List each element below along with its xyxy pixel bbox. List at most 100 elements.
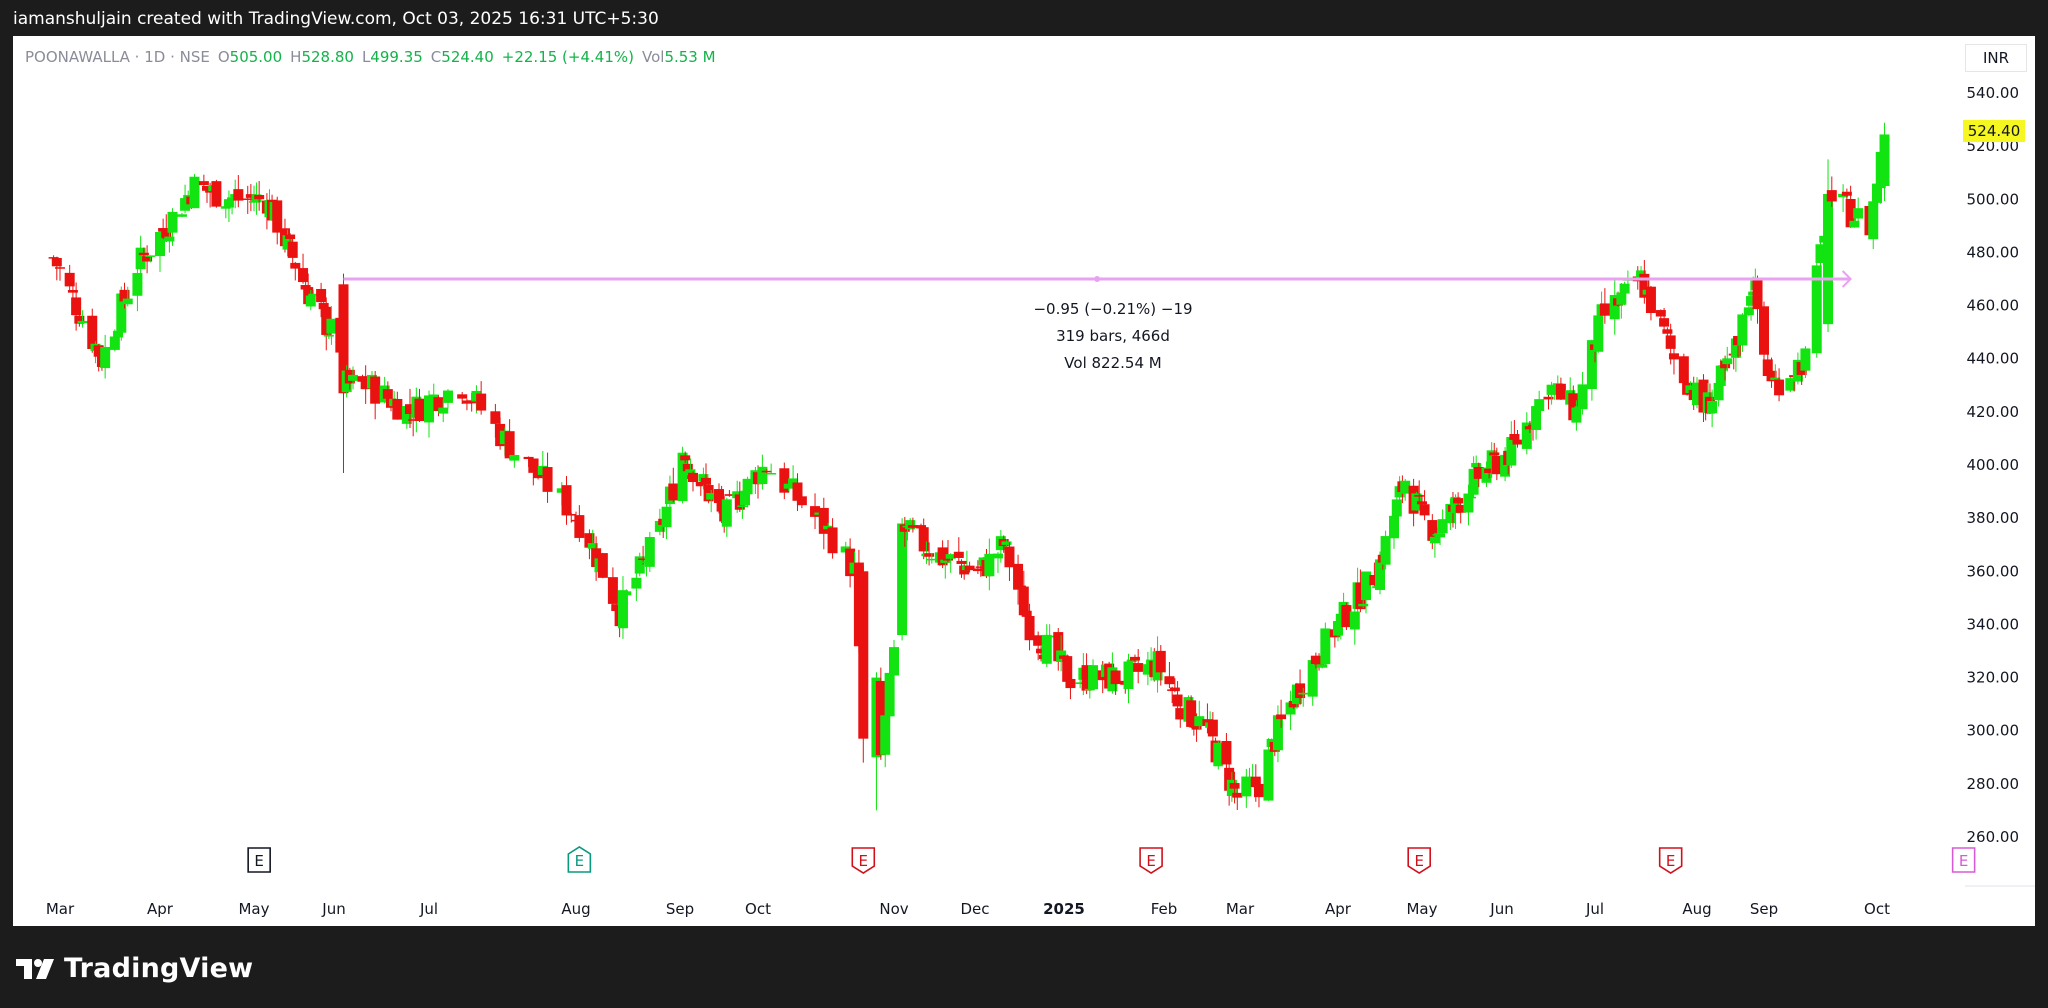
candle-body[interactable] <box>428 394 439 400</box>
candle-body[interactable] <box>1800 348 1811 371</box>
candle-body[interactable] <box>433 397 444 412</box>
candle-body[interactable] <box>1509 433 1520 440</box>
candle-body[interactable] <box>1685 385 1696 393</box>
candle-body[interactable] <box>1543 396 1554 400</box>
candle-body[interactable] <box>584 533 595 548</box>
candle-body[interactable] <box>1241 776 1252 797</box>
candle-body[interactable] <box>1512 439 1523 445</box>
candle-body[interactable] <box>509 454 520 461</box>
candle-body[interactable] <box>668 483 679 501</box>
candle-body[interactable] <box>48 257 59 259</box>
candle-body[interactable] <box>1036 648 1047 654</box>
candle-body[interactable] <box>282 235 293 250</box>
candle-body[interactable] <box>682 463 693 472</box>
candle-body[interactable] <box>1142 664 1153 675</box>
candle-body[interactable] <box>1450 496 1461 514</box>
candle-body[interactable] <box>1411 493 1422 511</box>
candle-body[interactable] <box>924 553 935 557</box>
candlestick-chart[interactable]: 260.00 280.00 300.00 320.00 340.00 360.00 380.… <box>13 36 2035 926</box>
candle-body[interactable] <box>561 485 572 516</box>
earnings-event-marker[interactable]: E <box>1951 847 1976 873</box>
candle-body[interactable] <box>1263 749 1274 801</box>
candle-body[interactable] <box>1033 635 1044 646</box>
candle-body[interactable] <box>1521 422 1532 449</box>
candle-body[interactable] <box>1489 452 1500 456</box>
candle-body[interactable] <box>1314 660 1325 665</box>
candle-body[interactable] <box>858 571 869 739</box>
candle-body[interactable] <box>695 481 706 487</box>
candle-body[interactable] <box>1473 467 1484 479</box>
candle-body[interactable] <box>698 474 709 482</box>
candle-body[interactable] <box>1868 201 1879 240</box>
candle-body[interactable] <box>918 527 929 552</box>
candle-body[interactable] <box>1369 575 1380 586</box>
candle-body[interactable] <box>64 272 75 287</box>
candle-body[interactable] <box>1133 663 1144 672</box>
candle-body[interactable] <box>1169 687 1180 692</box>
candle-body[interactable] <box>1707 400 1718 414</box>
candle-body[interactable] <box>1349 611 1360 630</box>
candle-body[interactable] <box>285 234 296 240</box>
candle-body[interactable] <box>956 560 967 564</box>
candle-body[interactable] <box>504 431 515 459</box>
candle-body[interactable] <box>1466 496 1477 499</box>
candle-body[interactable] <box>706 493 717 500</box>
candle-body[interactable] <box>87 315 98 350</box>
candle-body[interactable] <box>138 252 149 256</box>
candle-body[interactable] <box>1599 303 1610 316</box>
candle-body[interactable] <box>972 568 983 572</box>
candle-body[interactable] <box>290 262 301 269</box>
candle-body[interactable] <box>1333 621 1343 636</box>
candle-body[interactable] <box>1481 467 1492 483</box>
candle-body[interactable] <box>1015 585 1026 588</box>
candle-body[interactable] <box>316 288 327 303</box>
candle-body[interactable] <box>953 551 964 558</box>
candle-body[interactable] <box>1785 378 1796 391</box>
candle-body[interactable] <box>382 389 393 399</box>
candle-body[interactable] <box>644 537 655 567</box>
candle-body[interactable] <box>1549 386 1560 389</box>
candle-body[interactable] <box>323 334 334 337</box>
candle-body[interactable] <box>1310 655 1321 664</box>
candle-body[interactable] <box>1616 292 1627 305</box>
candle-body[interactable] <box>116 293 127 333</box>
candle-body[interactable] <box>528 458 539 473</box>
candle-body[interactable] <box>360 377 371 390</box>
candle-body[interactable] <box>654 520 665 532</box>
candle-body[interactable] <box>1766 370 1777 382</box>
candle-body[interactable] <box>1361 571 1371 601</box>
candle-body[interactable] <box>242 198 253 200</box>
candle-body[interactable] <box>326 318 337 334</box>
candle-body[interactable] <box>740 490 750 506</box>
candle-body[interactable] <box>1391 499 1402 517</box>
candle-body[interactable] <box>1678 356 1689 384</box>
candle-body[interactable] <box>1427 520 1438 541</box>
candle-body[interactable] <box>716 500 727 512</box>
candle-body[interactable] <box>1172 694 1183 707</box>
candle-body[interactable] <box>1609 295 1620 320</box>
candle-body[interactable] <box>305 295 316 307</box>
measure-midpoint-handle[interactable] <box>1094 276 1101 282</box>
candle-body[interactable] <box>734 494 745 510</box>
candle-body[interactable] <box>1468 468 1479 495</box>
candle-body[interactable] <box>1471 463 1482 468</box>
candle-body[interactable] <box>1013 563 1024 590</box>
candle-body[interactable] <box>634 556 645 574</box>
candle-body[interactable] <box>1534 399 1545 412</box>
candle-body[interactable] <box>1463 493 1474 513</box>
candle-body[interactable] <box>51 257 62 267</box>
candle-body[interactable] <box>119 289 130 302</box>
candle-body[interactable] <box>198 181 209 186</box>
candle-body[interactable] <box>1088 665 1099 690</box>
candle-body[interactable] <box>1500 454 1511 477</box>
candle-body[interactable] <box>189 176 200 209</box>
candle-body[interactable] <box>1722 358 1733 365</box>
candle-body[interactable] <box>1018 586 1029 616</box>
candle-body[interactable] <box>542 467 553 492</box>
candle-body[interactable] <box>1224 767 1235 791</box>
candle-body[interactable] <box>1524 426 1535 430</box>
candle-body[interactable] <box>1437 519 1448 534</box>
candle-body[interactable] <box>1455 505 1466 513</box>
earnings-event-marker[interactable]: E <box>851 847 876 874</box>
candle-body[interactable] <box>405 404 415 415</box>
